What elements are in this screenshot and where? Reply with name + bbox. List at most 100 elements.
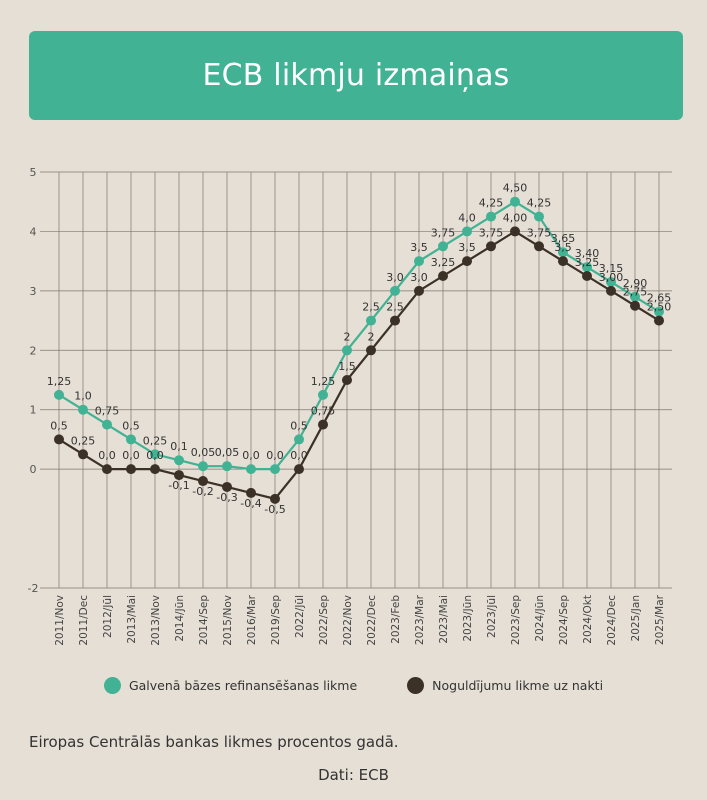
data-label-1: -0,2 [192,485,213,498]
x-tick-label: 2015/Nov [222,595,234,646]
data-point-1 [606,285,616,296]
y-tick-label: -2 [28,582,39,595]
x-tick-label: 2023/Jūl [486,595,498,638]
x-tick-label: 2024/Sep [558,595,570,645]
data-label-1: 2 [368,330,375,343]
data-label-1: 1,5 [338,360,356,373]
data-label-0: 3,65 [551,232,576,245]
legend: Galvenā bāzes refinansēšanas likme Nogul… [0,673,707,697]
data-label-0: 0,5 [290,419,308,432]
data-point-0 [102,419,112,430]
data-point-0 [294,434,304,445]
data-label-0: 4,50 [503,182,528,195]
x-tick-label: 2013/Mai [126,595,138,644]
data-point-1 [102,464,112,475]
data-point-1 [654,315,664,326]
data-label-0: 0,75 [95,405,120,418]
data-point-1 [270,493,280,504]
x-tick-label: 2016/Mar [246,594,258,645]
x-tick-label: 2023/Mar [414,594,426,645]
data-label-0: 0,05 [215,446,240,459]
data-point-0 [318,389,328,400]
legend-label-refinancing: Galvenā bāzes refinansēšanas likme [128,677,358,693]
x-tick-label: 2011/Nov [54,595,66,646]
data-point-1 [222,481,232,492]
data-point-0 [654,306,664,317]
data-point-0 [270,464,280,475]
data-label-0: 2,5 [362,301,380,314]
data-point-1 [582,271,592,281]
data-point-1 [78,449,88,460]
data-label-1: 0,25 [71,434,96,447]
data-label-1: -0,5 [264,503,285,516]
data-point-0 [534,211,544,222]
legend-item-refinancing: Galvenā bāzes refinansēšanas likme [103,676,358,694]
data-point-1 [462,256,472,267]
data-label-1: 2,50 [647,301,672,314]
x-tick-label: 2022/Dec [366,595,378,646]
data-label-1: 3,0 [410,271,428,284]
x-tick-label: 2023/Jūn [462,595,474,642]
data-point-1 [318,419,328,430]
x-tick-label: 2024/Jūn [534,595,546,642]
y-tick-label: 0 [30,463,37,476]
data-label-1: 3,5 [458,241,476,254]
data-label-1: 3,75 [527,226,552,239]
data-point-1 [414,285,424,296]
data-label-0: 2,90 [623,277,648,290]
data-label-0: 3,15 [599,262,624,275]
data-label-0: 0,1 [170,440,188,453]
data-label-0: 3,75 [431,226,456,239]
data-label-1: 2,75 [623,286,648,299]
y-tick-label: 1 [30,404,37,417]
data-point-0 [222,461,232,472]
chart-caption: Eiropas Centrālās bankas likmes procento… [29,733,399,751]
data-label-1: 0,75 [311,405,336,418]
legend-label-deposit: Noguldījumu likme uz nakti [432,677,604,693]
x-tick-label: 2014/Jūn [174,595,186,642]
data-point-1 [630,300,640,311]
data-point-0 [342,345,352,356]
data-label-0: 3,5 [410,241,428,254]
data-point-0 [174,455,184,466]
data-label-0: 0,0 [242,449,260,462]
x-tick-label: 2022/Jūl [294,595,306,638]
x-tick-label: 2014/Sep [198,595,210,645]
data-point-1 [438,271,448,281]
data-label-0: 0,25 [143,434,168,447]
data-point-0 [246,464,256,475]
data-point-0 [438,241,448,252]
data-point-1 [510,226,520,237]
data-point-1 [174,470,184,481]
data-label-0: 4,0 [458,211,476,224]
data-label-1: -0,1 [168,479,189,492]
x-tick-label: 2013/Nov [150,595,162,646]
data-point-0 [510,196,520,207]
data-point-1 [342,375,352,385]
data-label-1: 0,0 [146,449,164,462]
source-note: Dati: ECB [318,766,389,784]
legend-marker-deposit [407,676,425,694]
data-point-0 [414,256,424,267]
data-point-0 [606,276,616,287]
data-label-1: 3,00 [599,271,624,284]
x-tick-label: 2022/Nov [342,595,354,646]
data-label-0: 0,05 [191,446,216,459]
y-tick-label: 2 [30,344,37,357]
x-tick-label: 2023/Feb [390,595,402,644]
data-label-0: 1,0 [74,390,92,403]
rates-line-chart: -2 0 1 2 3 4 5 2011/Nov 2011/Dec 2012/Jūl 2013/Mai… [28,166,672,646]
data-label-0: 1,25 [47,375,72,388]
y-tick-label: 4 [30,225,37,238]
data-label-0: 4,25 [479,197,504,210]
data-point-1 [366,345,376,356]
data-label-1: 3,75 [479,226,504,239]
data-label-1: -0,4 [240,497,261,510]
x-tick-label: 2024/Dec [606,595,618,646]
x-tick-label: 2019/Sep [270,595,282,645]
x-tick-label: 2011/Dec [78,595,90,646]
data-point-0 [366,315,376,326]
x-tick-label: 2025/Jan [630,595,642,641]
data-label-0: 2,65 [647,292,672,305]
data-point-0 [54,389,64,400]
